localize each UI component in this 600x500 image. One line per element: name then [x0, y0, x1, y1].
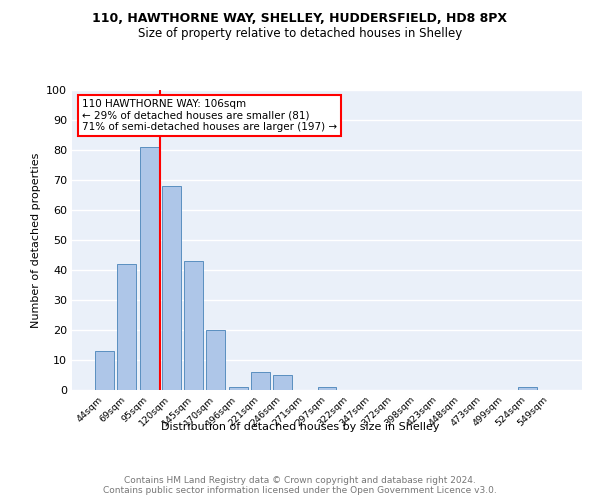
Y-axis label: Number of detached properties: Number of detached properties	[31, 152, 41, 328]
Text: Contains HM Land Registry data © Crown copyright and database right 2024.
Contai: Contains HM Land Registry data © Crown c…	[103, 476, 497, 495]
Bar	[229, 387, 248, 390]
Text: 110, HAWTHORNE WAY, SHELLEY, HUDDERSFIELD, HD8 8PX: 110, HAWTHORNE WAY, SHELLEY, HUDDERSFIEL…	[92, 12, 508, 26]
Bar	[518, 387, 536, 390]
Bar	[184, 261, 203, 390]
Bar	[140, 147, 158, 390]
Bar	[317, 387, 337, 390]
Text: 110 HAWTHORNE WAY: 106sqm
← 29% of detached houses are smaller (81)
71% of semi-: 110 HAWTHORNE WAY: 106sqm ← 29% of detac…	[82, 99, 337, 132]
Text: Distribution of detached houses by size in Shelley: Distribution of detached houses by size …	[161, 422, 439, 432]
Bar	[118, 264, 136, 390]
Bar	[251, 372, 270, 390]
Bar	[206, 330, 225, 390]
Text: Size of property relative to detached houses in Shelley: Size of property relative to detached ho…	[138, 28, 462, 40]
Bar	[95, 351, 114, 390]
Bar	[162, 186, 181, 390]
Bar	[273, 375, 292, 390]
